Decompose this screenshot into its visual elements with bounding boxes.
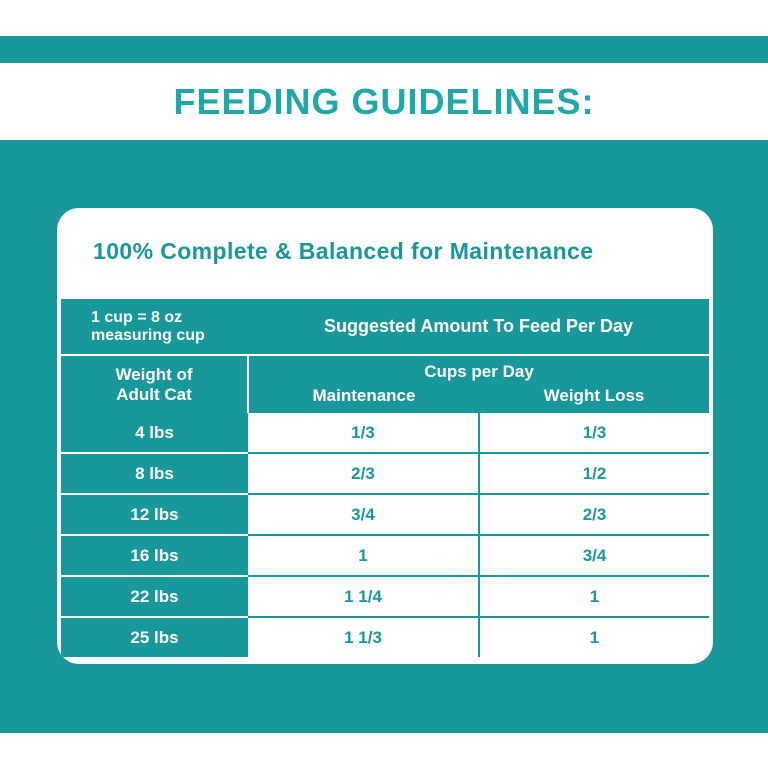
weight-loss-cups: 1 (589, 627, 600, 647)
table-row: 8 lbs 2/3 1/2 (61, 453, 710, 495)
weight-loss-cups: 3/4 (479, 535, 710, 577)
maintenance-cups: 2/3 (248, 453, 480, 495)
cups-per-day-group: Cups per Day Maintenance Weight Loss (248, 355, 710, 413)
card-heading: 100% Complete & Balanced for Maintenance (93, 238, 594, 264)
table-row: 25 lbs 1 1/3 1 (61, 617, 709, 657)
table-header-row-2: Weight of Adult Cat Cups per Day Mainten… (61, 355, 710, 413)
weight-loss-cups: 1 (479, 576, 710, 618)
maintenance-header: Maintenance (312, 386, 416, 405)
table-row: 22 lbs 1 1/4 1 (61, 576, 710, 618)
maintenance-cups: 1 (248, 535, 480, 577)
cups-per-day-header: Cups per Day (424, 362, 534, 381)
weight-header: Weight of Adult Cat (61, 355, 249, 413)
maintenance-cups: 1/3 (248, 413, 480, 454)
maintenance-cups: 1 1/4 (248, 576, 480, 618)
cat-weight: 12 lbs (61, 494, 248, 536)
top-teal-band (0, 36, 768, 63)
weight-loss-header: Weight Loss (543, 386, 645, 405)
maintenance-cups: 3/4 (248, 494, 480, 536)
table-row: 4 lbs 1/3 1/3 (61, 413, 710, 454)
cup-note: 1 cup = 8 oz measuring cup (61, 299, 248, 356)
cat-weight: 8 lbs (61, 453, 248, 495)
weight-header-line2: Adult Cat (116, 384, 192, 404)
table-row: 12 lbs 3/4 2/3 (61, 494, 710, 536)
cat-weight: 16 lbs (61, 535, 248, 577)
suggested-amount-header: Suggested Amount To Feed Per Day (248, 299, 710, 356)
page-title: FEEDING GUIDELINES: (173, 80, 595, 122)
cat-weight: 22 lbs (61, 576, 248, 618)
weight-loss-cups: 1/3 (479, 413, 710, 454)
weight-loss-cups: 2/3 (479, 494, 710, 536)
weight-loss-cups: 1/2 (479, 453, 710, 495)
cat-weight: 25 lbs (61, 617, 248, 657)
feeding-card: 100% Complete & Balanced for Maintenance… (57, 208, 713, 664)
cup-note-line2: measuring cup (91, 326, 205, 344)
table-header-row-1: 1 cup = 8 oz measuring cup Suggested Amo… (61, 299, 710, 356)
feeding-table: 1 cup = 8 oz measuring cup Suggested Amo… (61, 299, 710, 657)
cat-weight: 4 lbs (61, 413, 248, 454)
table-row: 16 lbs 1 3/4 (61, 535, 710, 577)
maintenance-cups: 1 1/3 (248, 617, 480, 657)
cup-note-line1: 1 cup = 8 oz (91, 308, 183, 326)
weight-header-line1: Weight of (115, 364, 193, 384)
